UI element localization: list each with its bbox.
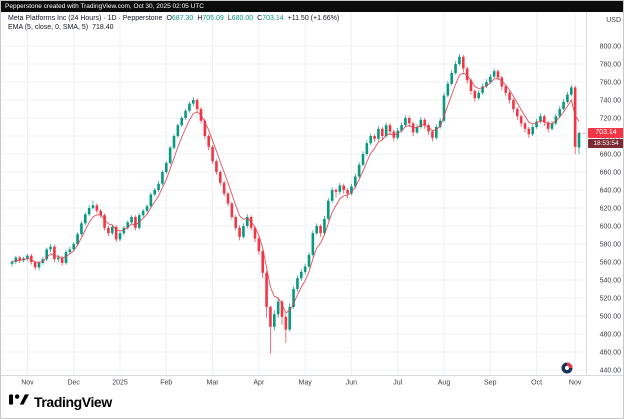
- bar-close-countdown: 18:53:54: [588, 139, 623, 149]
- svg-text:USD: USD: [606, 17, 621, 24]
- svg-text:500.00: 500.00: [600, 313, 622, 320]
- svg-text:Oct: Oct: [531, 380, 542, 387]
- low-label: L: [227, 15, 232, 22]
- brand-name: TradingView: [34, 394, 112, 410]
- tradingview-branding[interactable]: TradingView: [9, 392, 112, 412]
- svg-text:2025: 2025: [112, 380, 128, 387]
- close-label: C: [257, 15, 263, 22]
- ema-legend[interactable]: EMA (5, close, 0, SMA, 5) 718.40: [8, 24, 114, 31]
- svg-text:Apr: Apr: [253, 380, 265, 387]
- svg-text:640.00: 640.00: [600, 187, 622, 194]
- attribution-text: Pepperstone created with TradingView.com…: [5, 3, 204, 10]
- svg-text:760.00: 760.00: [600, 79, 622, 86]
- svg-text:520.00: 520.00: [600, 295, 622, 302]
- svg-text:560.00: 560.00: [600, 259, 622, 266]
- high-value: 705.09: [202, 15, 224, 22]
- low-value: 680.00: [231, 15, 254, 22]
- svg-text:Feb: Feb: [160, 380, 172, 387]
- ema-label: EMA (5, close, 0, SMA, 5): [8, 24, 89, 31]
- svg-text:720.00: 720.00: [600, 115, 622, 122]
- tradingview-logo-icon: [9, 392, 29, 412]
- svg-text:680.00: 680.00: [600, 151, 622, 158]
- svg-text:May: May: [299, 380, 313, 387]
- svg-text:Jul: Jul: [393, 380, 402, 387]
- svg-text:660.00: 660.00: [600, 169, 622, 176]
- last-price-value: 703.14: [588, 128, 623, 139]
- svg-text:460.00: 460.00: [600, 349, 622, 356]
- ema-value: 718.40: [92, 24, 114, 31]
- svg-text:540.00: 540.00: [600, 277, 622, 284]
- svg-text:780.00: 780.00: [600, 61, 622, 68]
- svg-text:620.00: 620.00: [600, 205, 622, 212]
- svg-text:600.00: 600.00: [600, 223, 622, 230]
- svg-text:Sep: Sep: [484, 380, 497, 387]
- svg-text:Dec: Dec: [67, 380, 80, 387]
- svg-text:Jun: Jun: [346, 380, 357, 387]
- svg-text:580.00: 580.00: [600, 241, 622, 248]
- svg-text:740.00: 740.00: [600, 97, 622, 104]
- attribution-bar: Pepperstone created with TradingView.com…: [1, 1, 623, 12]
- svg-text:Nov: Nov: [569, 380, 582, 387]
- change-value: +11.50 (+1.66%): [287, 15, 340, 22]
- last-price-badge: 703.14 18:53:54: [588, 128, 623, 149]
- symbol-legend[interactable]: Meta Platforms Inc (24 Hours) · 1D · Pep…: [8, 15, 339, 22]
- open-label: O: [166, 15, 172, 22]
- pepperstone-logo-icon: [561, 361, 573, 379]
- open-value: 687.30: [171, 15, 194, 22]
- svg-text:480.00: 480.00: [600, 331, 622, 338]
- svg-text:Mar: Mar: [207, 380, 220, 387]
- high-label: H: [197, 15, 203, 22]
- svg-text:800.00: 800.00: [600, 43, 622, 50]
- close-value: 703.14: [262, 15, 284, 22]
- svg-text:Aug: Aug: [438, 380, 451, 387]
- svg-text:Nov: Nov: [21, 380, 34, 387]
- svg-text:440.00: 440.00: [600, 367, 622, 374]
- symbol-title: Meta Platforms Inc (24 Hours) · 1D · Pep…: [8, 15, 163, 22]
